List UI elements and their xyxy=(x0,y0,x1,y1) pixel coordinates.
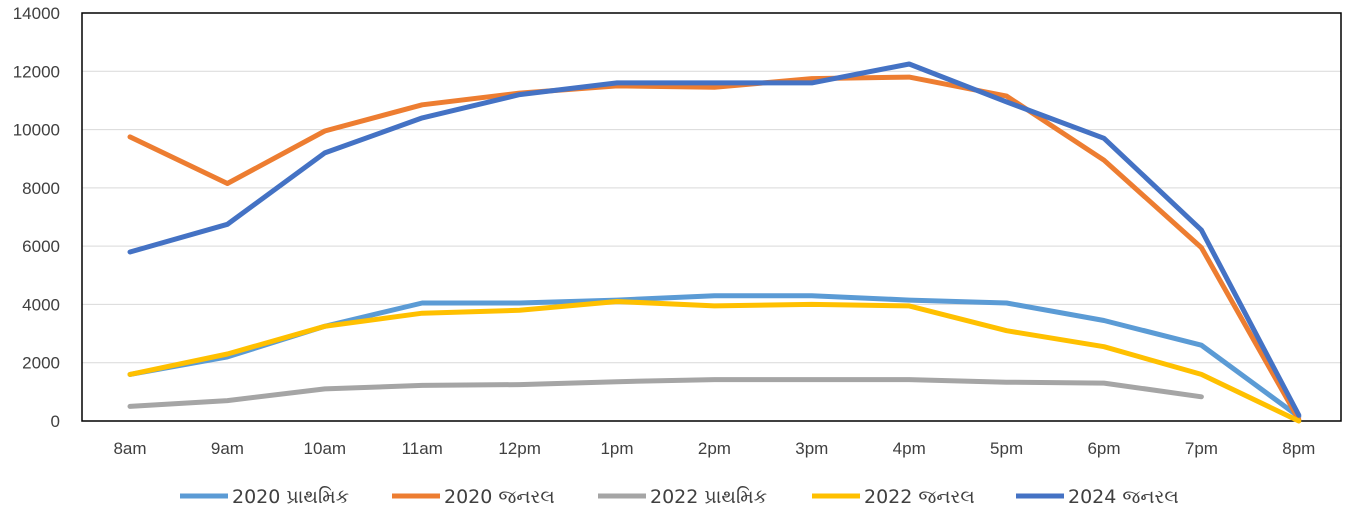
data-point xyxy=(128,134,133,139)
plot-frame xyxy=(81,12,1342,422)
x-tick-label: 5pm xyxy=(990,439,1023,458)
data-point xyxy=(907,75,912,80)
legend-label: 2024 જનરલ xyxy=(1068,486,1179,508)
data-point xyxy=(420,115,425,120)
gridlines xyxy=(82,70,1341,364)
y-axis: 0 2000 4000 6000 8000 10000 12000 14000 xyxy=(13,4,60,431)
data-point xyxy=(322,324,327,329)
data-point xyxy=(128,249,133,254)
y-tick-label: 12000 xyxy=(13,62,60,81)
data-point xyxy=(420,311,425,316)
x-tick-label: 4pm xyxy=(893,439,926,458)
x-tick-label: 8pm xyxy=(1282,439,1315,458)
legend-label: 2022 પ્રાથમિક xyxy=(650,486,767,508)
data-point xyxy=(1199,228,1204,233)
data-point xyxy=(1004,94,1009,99)
x-tick-label: 1pm xyxy=(600,439,633,458)
data-point xyxy=(907,377,912,382)
data-point xyxy=(1004,99,1009,104)
data-point xyxy=(1004,380,1009,385)
data-point xyxy=(322,129,327,134)
data-point xyxy=(322,150,327,155)
data-point xyxy=(809,80,814,85)
series-line-0 xyxy=(127,293,1302,420)
data-point xyxy=(517,92,522,97)
legend-label: 2022 જનરલ xyxy=(864,486,975,508)
data-point xyxy=(907,298,912,303)
data-point xyxy=(809,293,814,298)
data-point xyxy=(420,300,425,305)
data-point xyxy=(517,382,522,387)
data-point xyxy=(712,303,717,308)
y-tick-label: 8000 xyxy=(22,179,60,198)
x-tick-label: 11am xyxy=(402,439,443,458)
y-tick-label: 10000 xyxy=(13,121,60,140)
legend-label: 2020 જનરલ xyxy=(444,486,555,508)
data-point xyxy=(420,102,425,107)
y-tick-label: 0 xyxy=(51,412,60,431)
y-tick-label: 6000 xyxy=(22,237,60,256)
x-tick-label: 6pm xyxy=(1087,439,1120,458)
data-point xyxy=(615,379,620,384)
data-point xyxy=(1199,343,1204,348)
y-tick-label: 2000 xyxy=(22,354,60,373)
data-point xyxy=(1296,413,1301,418)
data-point xyxy=(809,302,814,307)
data-point xyxy=(1102,318,1107,323)
data-point xyxy=(1102,136,1107,141)
data-point xyxy=(1199,245,1204,250)
x-axis: 8am 9am 10am 11am 12pm 1pm 2pm 3pm 4pm 5pm 6pm 7pm 8… xyxy=(113,439,1315,458)
data-point xyxy=(225,351,230,356)
x-tick-label: 8am xyxy=(113,439,146,458)
data-point xyxy=(517,308,522,313)
data-point xyxy=(907,62,912,67)
x-tick-label: 9am xyxy=(211,439,244,458)
data-point xyxy=(420,383,425,388)
x-tick-label: 10am xyxy=(304,439,347,458)
data-point xyxy=(1199,394,1204,399)
data-point xyxy=(225,222,230,227)
data-point xyxy=(1296,419,1301,424)
data-point xyxy=(712,80,717,85)
data-point xyxy=(225,398,230,403)
x-tick-label: 2pm xyxy=(698,439,731,458)
data-point xyxy=(712,85,717,90)
y-tick-label: 4000 xyxy=(22,295,60,314)
legend: 2020 પ્રાથમિક 2020 જનરલ 2022 પ્રાથમિક 2022 … xyxy=(180,486,1179,508)
data-point xyxy=(128,372,133,377)
data-point xyxy=(1004,328,1009,333)
x-tick-label: 12pm xyxy=(498,439,541,458)
data-point xyxy=(1199,372,1204,377)
y-tick-label: 14000 xyxy=(13,4,60,23)
data-point xyxy=(615,299,620,304)
data-point xyxy=(615,80,620,85)
data-point xyxy=(1102,158,1107,163)
data-point xyxy=(1004,300,1009,305)
data-point xyxy=(322,386,327,391)
legend-label: 2020 પ્રાથમિક xyxy=(232,486,349,508)
data-point xyxy=(225,181,230,186)
data-point xyxy=(907,303,912,308)
series-line-4 xyxy=(127,61,1302,418)
data-point xyxy=(712,377,717,382)
series-line-2 xyxy=(127,377,1204,409)
series-lines xyxy=(127,61,1302,424)
data-point xyxy=(517,300,522,305)
data-point xyxy=(128,404,133,409)
series-line-3 xyxy=(127,299,1302,424)
data-point xyxy=(1102,381,1107,386)
data-point xyxy=(1102,344,1107,349)
data-point xyxy=(809,377,814,382)
series-line-1 xyxy=(127,74,1302,422)
data-point xyxy=(712,293,717,298)
x-tick-label: 7pm xyxy=(1185,439,1218,458)
x-tick-label: 3pm xyxy=(795,439,828,458)
